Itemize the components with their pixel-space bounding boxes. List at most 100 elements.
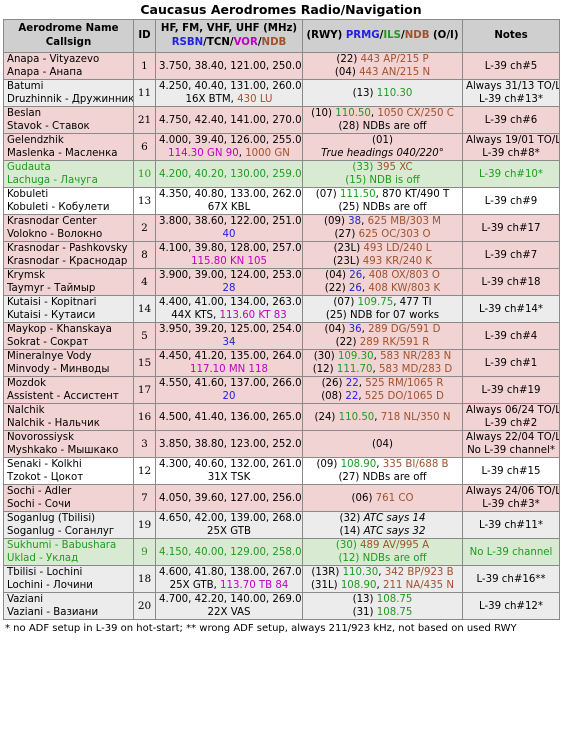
navigation-line: (12) 111.70, 583 MD/283 D bbox=[306, 363, 459, 376]
text-segment: , bbox=[374, 411, 381, 423]
navigation-line: (13) 110.30 bbox=[306, 87, 459, 100]
text-segment: (23L) bbox=[333, 243, 364, 254]
frequency-cell: 4.000, 39.40, 126.00, 255.00 114.30 GN 90… bbox=[155, 133, 303, 161]
text-segment: (22) bbox=[324, 283, 349, 294]
text-segment: 108.90 bbox=[340, 580, 377, 591]
id-cell: 8 bbox=[133, 241, 156, 269]
text-segment: 111.50 bbox=[339, 189, 376, 200]
aerodrome-name: Nalchik bbox=[7, 405, 45, 416]
table-row: Vaziani Vaziani - Вазиани 20 4.700, 42.20, … bbox=[3, 592, 560, 620]
text-segment: 443 AP/215 P bbox=[360, 54, 429, 65]
callsign: Tzokot - Цокот bbox=[7, 472, 84, 483]
text-segment: (09) bbox=[324, 216, 349, 227]
frequency-line: 3.900, 39.00, 124.00, 253.00 bbox=[159, 270, 302, 283]
text-segment: (23L) bbox=[332, 256, 363, 267]
text-segment: 583 NR/283 N bbox=[380, 351, 452, 362]
text-segment: 4.600, 41.80, 138.00, 267.00 bbox=[159, 567, 303, 578]
callsign: Krasnodar - Краснодар bbox=[7, 256, 128, 267]
callsign: Uklad - Уклад bbox=[7, 553, 79, 564]
text-segment: 625 MB/303 M bbox=[367, 216, 441, 227]
frequency-line: 4.200, 40.20, 130.00, 259.00 bbox=[159, 168, 302, 181]
aerodrome-name: Kutaisi - Kopitnari bbox=[7, 297, 97, 308]
frequency-cell: 4.150, 40.00, 129.00, 258.00 bbox=[155, 538, 303, 566]
id-cell: 21 bbox=[133, 106, 156, 134]
navigation-cell: (13) 110.30 bbox=[302, 79, 463, 107]
header-name-line1: Aerodrome Name bbox=[18, 23, 119, 34]
notes-cell: Always 06/24 TO/L L-39 ch#2 bbox=[462, 403, 560, 431]
table-row: Tbilisi - Lochini Lochini - Лочини 18 4.600… bbox=[3, 565, 560, 593]
navigation-line: (33) 395 XC bbox=[306, 162, 459, 175]
aerodrome-cell: Tbilisi - Lochini Lochini - Лочини bbox=[3, 565, 134, 593]
header-name-line2: Callsign bbox=[45, 37, 92, 48]
header-slash: / bbox=[229, 37, 234, 48]
aerodrome-name: Maykop - Khanskaya bbox=[7, 324, 112, 335]
text-segment: 34 bbox=[222, 337, 236, 348]
text-segment: 109.30 bbox=[337, 351, 374, 362]
navigation-cell: (13R) 110.30, 342 BP/923 B (31L) 108.90, … bbox=[302, 565, 463, 593]
frequency-cell: 4.750, 42.40, 141.00, 270.00 bbox=[155, 106, 303, 134]
navigation-line: (30) 489 AV/995 A bbox=[306, 540, 459, 553]
aerodrome-name: Vaziani bbox=[7, 594, 44, 605]
notes-cell: L-39 ch#4 bbox=[462, 322, 560, 350]
text-segment: (08) bbox=[321, 391, 346, 402]
text-segment: 4.550, 41.60, 137.00, 266.00 bbox=[159, 378, 303, 389]
frequency-line: 25X GTB, 113.70 TB 84 bbox=[159, 579, 299, 592]
text-segment: (04) bbox=[325, 270, 350, 281]
frequency-cell: 3.950, 39.20, 125.00, 254.00 34 bbox=[155, 322, 303, 350]
notes-cell: L-39 ch#18 bbox=[462, 268, 560, 296]
frequency-line: 4.400, 41.00, 134.00, 263.00 bbox=[159, 297, 302, 310]
notes-line: L-39 ch#7 bbox=[484, 249, 538, 261]
header-nav-ndb: NDB bbox=[404, 30, 430, 41]
navigation-cell: (09) 38, 625 MB/303 M (27) 625 OC/303 O bbox=[302, 214, 463, 242]
text-segment: 4.150, 40.00, 129.00, 258.00 bbox=[159, 546, 303, 558]
text-segment: 4.450, 41.20, 135.00, 264.00 bbox=[159, 351, 303, 362]
aerodrome-cell: Sukhumi - Babushara Uklad - Уклад bbox=[3, 538, 134, 566]
aerodrome-cell: Mineralnye Vody Minvody - Минводы bbox=[3, 349, 134, 377]
frequency-line: 20 bbox=[159, 390, 299, 403]
aerodrome-name: Krasnodar - Pashkovsky bbox=[7, 243, 128, 254]
navigation-line: (22) 26, 408 KW/803 K bbox=[306, 282, 459, 295]
text-segment: (14) bbox=[339, 526, 364, 537]
aerodrome-name: Mineralnye Vody bbox=[7, 351, 92, 362]
navigation-cell: (04) bbox=[302, 430, 463, 458]
header-oi: (O/I) bbox=[433, 30, 459, 41]
notes-line: Always 06/24 TO/L bbox=[466, 405, 560, 416]
id-cell: 7 bbox=[133, 484, 156, 512]
header-vor: VOR bbox=[233, 37, 258, 48]
frequency-line: 4.050, 39.60, 127.00, 256.00 bbox=[159, 492, 302, 505]
navigation-line: (04) 443 AN/215 N bbox=[306, 66, 459, 79]
text-segment: , 477 TI bbox=[393, 297, 432, 308]
aerodrome-cell: Novorossiysk Myshkako - Мышкако bbox=[3, 430, 134, 458]
page-title: Caucasus Aerodromes Radio/Navigation bbox=[140, 2, 422, 17]
frequency-line: 16X BTM, 430 LU bbox=[159, 93, 299, 106]
notes-line: L-39 ch#10* bbox=[478, 168, 544, 180]
text-segment: (32) bbox=[339, 513, 364, 524]
notes-cell: Always 31/13 TO/L L-39 ch#13* bbox=[462, 79, 560, 107]
frequency-line: 34 bbox=[159, 336, 299, 349]
notes-line: L-39 ch#19 bbox=[481, 384, 541, 396]
id-cell: 3 bbox=[133, 430, 156, 458]
frequency-cell: 4.300, 40.60, 132.00, 261.00 31X TSK bbox=[155, 457, 303, 485]
text-segment: , bbox=[358, 378, 366, 389]
notes-line: L-39 ch#13* bbox=[478, 94, 544, 105]
aerodrome-name: Mozdok bbox=[7, 378, 46, 389]
navigation-line: (32) ATC says 14 bbox=[306, 513, 459, 526]
frequency-line: 4.750, 42.40, 141.00, 270.00 bbox=[159, 114, 302, 127]
text-segment: 110.50 bbox=[335, 108, 371, 119]
notes-line: L-39 ch#14* bbox=[478, 303, 544, 315]
aerodrome-cell: Soganlug (Tbilisi) Soganlug - Соганлуг bbox=[3, 511, 134, 539]
navigation-cell: (04) 26, 408 OX/803 O (22) 26, 408 KW/803… bbox=[302, 268, 463, 296]
text-segment: 113.70 TB 84 bbox=[220, 580, 289, 591]
text-segment: True headings 040/220° bbox=[321, 148, 444, 159]
callsign: Kobuleti - Кобулети bbox=[7, 202, 110, 213]
table-row: Krymsk Taymyr - Таймыр 4 3.900, 39.00, 124.… bbox=[3, 268, 560, 296]
frequency-cell: 4.200, 40.20, 130.00, 259.00 bbox=[155, 160, 303, 188]
text-segment: , bbox=[376, 580, 383, 591]
aerodrome-cell: Krasnodar Center Volokno - Волокно bbox=[3, 214, 134, 242]
header-tcn: TCN bbox=[206, 37, 230, 48]
notes-line: Always 31/13 TO/L bbox=[466, 81, 560, 92]
navigation-line: (28) NDBs are off bbox=[306, 120, 459, 133]
aerodrome-name: Krasnodar Center bbox=[7, 216, 97, 227]
table-row: Anapa - Vityazevo Anapa - Анапа 1 3.750, 38… bbox=[3, 52, 560, 80]
table-row: Kutaisi - Kopitnari Kutaisi - Кутаиси 14 4.… bbox=[3, 295, 560, 323]
